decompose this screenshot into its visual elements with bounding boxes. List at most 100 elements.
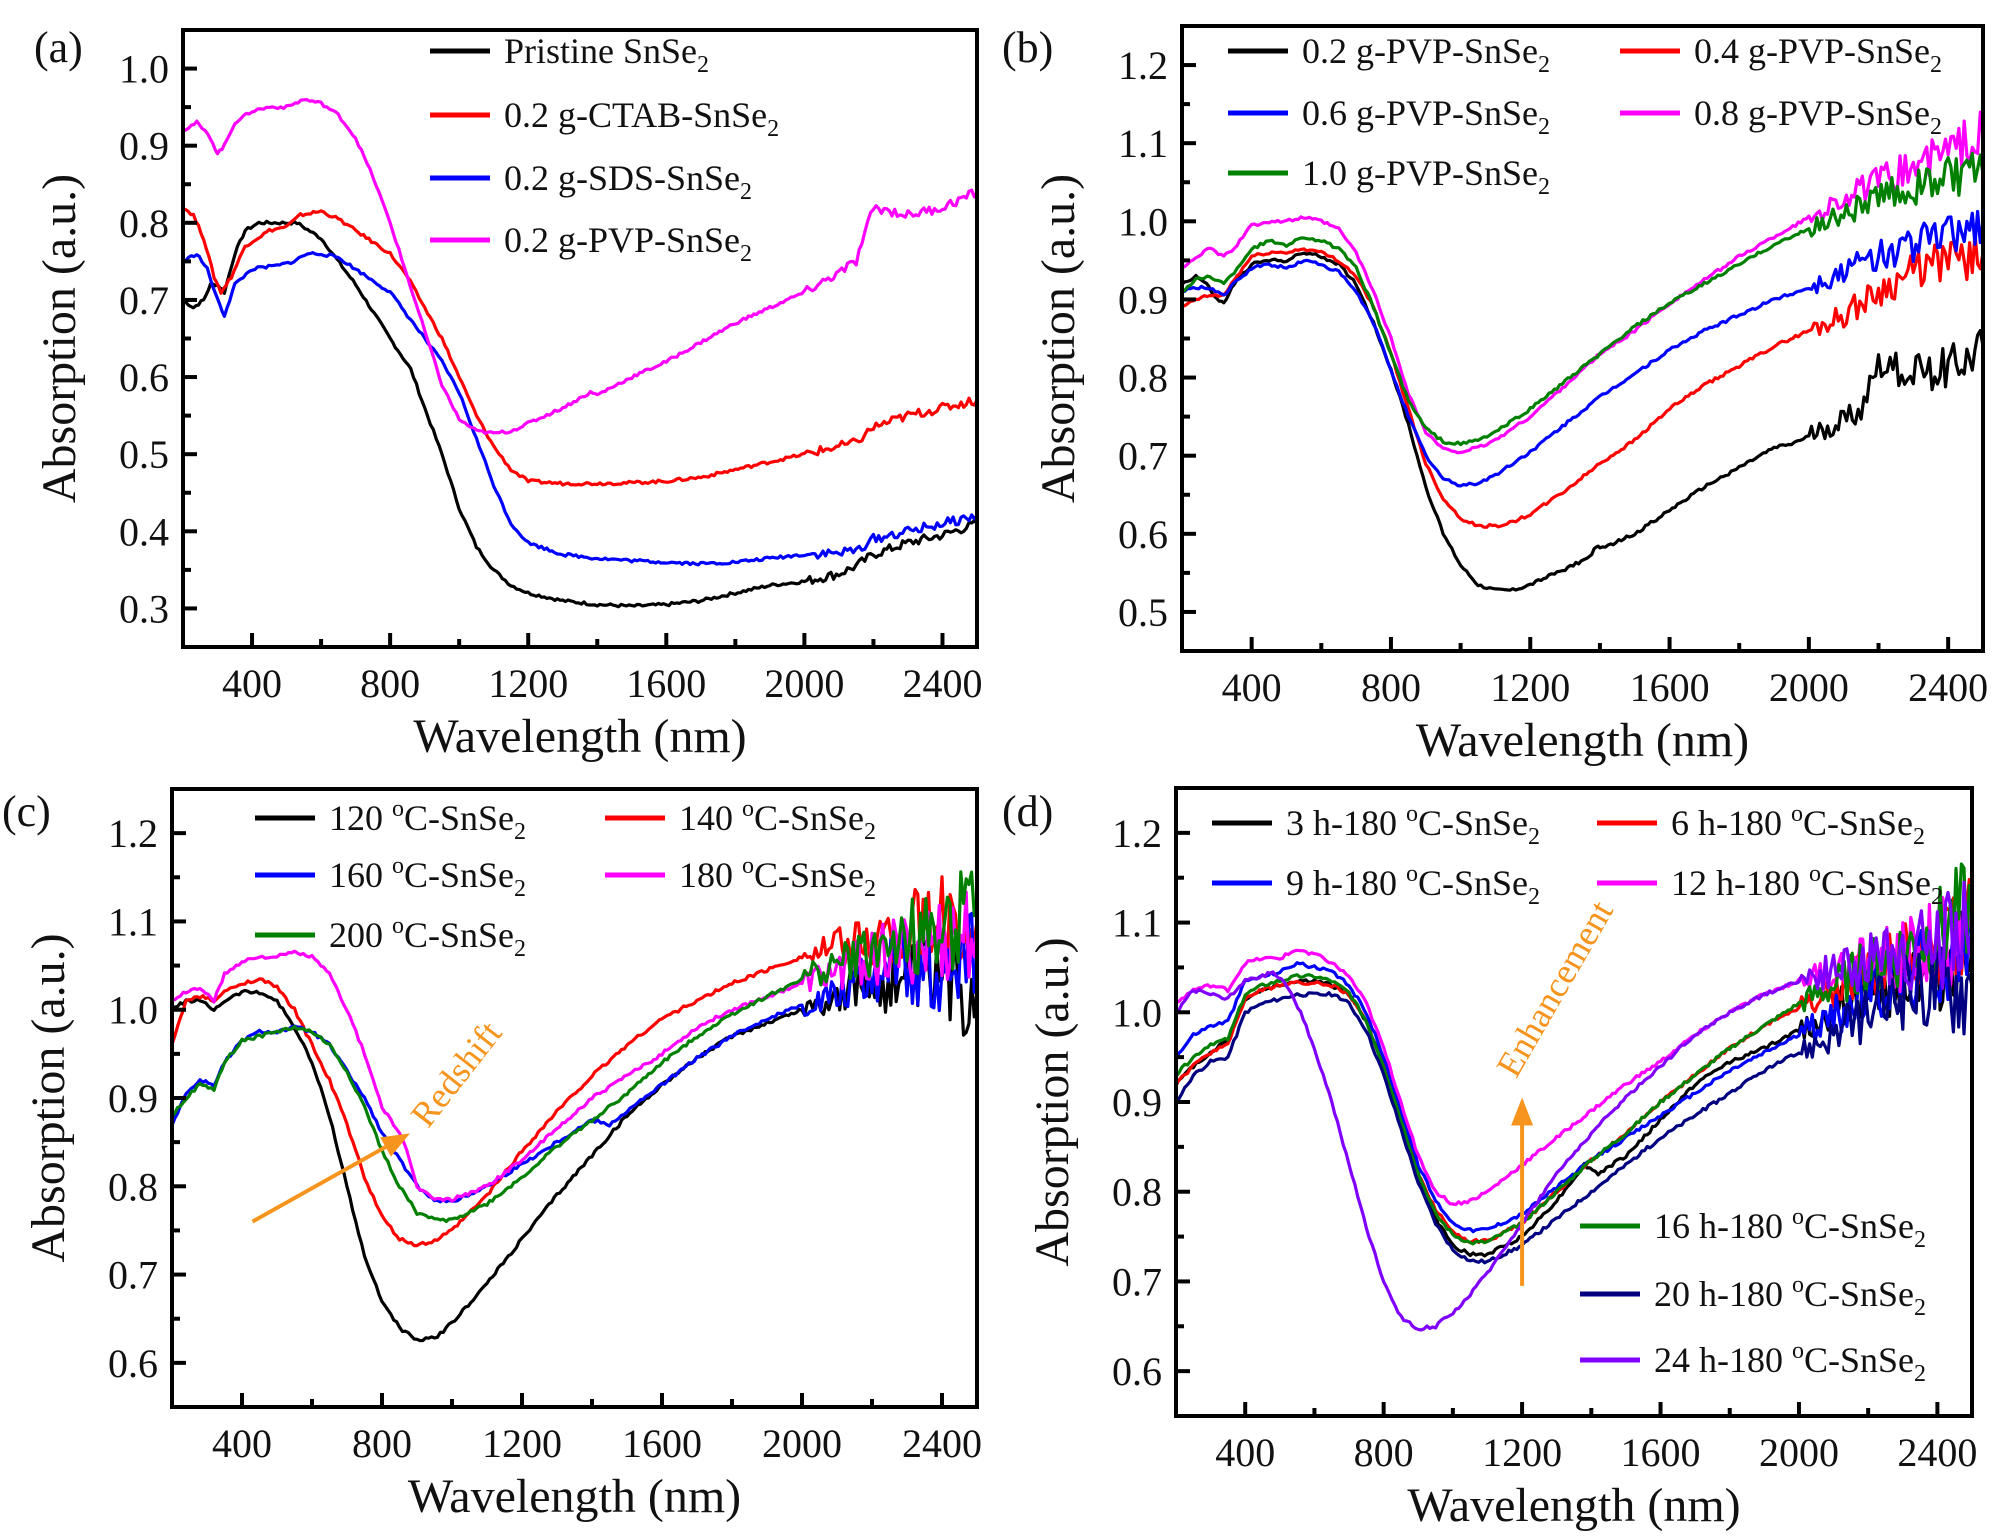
y-tick-label: 0.7 bbox=[119, 278, 169, 323]
legend: 0.2 g-PVP-SnSe2 0.4 g-PVP-SnSe2 0.6 g-PVP-… bbox=[1228, 31, 1942, 200]
legend-item: 120 oC-SnSe2 bbox=[255, 796, 526, 845]
legend-item: 140 oC-SnSe2 bbox=[605, 796, 876, 845]
x-tick-label: 1200 bbox=[482, 1421, 562, 1466]
legend-item: 6 h-180 oC-SnSe2 bbox=[1597, 801, 1925, 850]
x-axis-title: Wavelength (nm) bbox=[408, 1470, 741, 1523]
legend-item: 0.2 g-PVP-SnSe2 bbox=[430, 220, 752, 267]
y-tick-label: 1.2 bbox=[1118, 43, 1168, 88]
legend-label: 120 oC-SnSe2 bbox=[329, 796, 526, 845]
legend-item: 0.2 g-PVP-SnSe2 bbox=[1228, 31, 1550, 78]
legend-item: 12 h-180 oC-SnSe2 bbox=[1597, 861, 1943, 910]
series-line bbox=[1182, 231, 1983, 529]
x-tick-label: 2400 bbox=[1897, 1430, 1977, 1475]
legend-label: 20 h-180 oC-SnSe2 bbox=[1654, 1272, 1926, 1321]
series-line bbox=[172, 875, 977, 1248]
x-tick-label: 2400 bbox=[1908, 665, 1988, 710]
x-tick-label: 800 bbox=[1354, 1430, 1414, 1475]
legend-label: 3 h-180 oC-SnSe2 bbox=[1286, 801, 1540, 850]
arrow-shaft bbox=[251, 1145, 387, 1224]
y-axis-title: Absorption (a.u.) bbox=[33, 174, 86, 503]
series-group bbox=[1182, 110, 1983, 592]
panel-a: 400 800 1200 1600 2000 2400 0.3 0.4 0.5 0.6 0.7 0.8… bbox=[33, 23, 982, 763]
legend-item: 160 oC-SnSe2 bbox=[255, 853, 526, 902]
y-axis-title: Absorption (a.u.) bbox=[1026, 937, 1079, 1266]
annotation-text: Enhancement bbox=[1488, 894, 1621, 1084]
series-line bbox=[172, 870, 977, 1224]
panel-label: (d) bbox=[1002, 787, 1053, 836]
legend-label: 160 oC-SnSe2 bbox=[329, 853, 526, 902]
series-line bbox=[183, 98, 977, 435]
x-tick-label: 800 bbox=[1361, 665, 1421, 710]
x-tick-label: 2000 bbox=[1759, 1430, 1839, 1475]
legend-label: 140 oC-SnSe2 bbox=[679, 796, 876, 845]
x-tick-label: 2000 bbox=[762, 1421, 842, 1466]
y-tick-label: 1.1 bbox=[108, 899, 158, 944]
series-line bbox=[172, 890, 977, 1203]
legend-label: 0.8 g-PVP-SnSe2 bbox=[1694, 93, 1942, 140]
legend-label: 16 h-180 oC-SnSe2 bbox=[1654, 1204, 1926, 1253]
y-tick-label: 1.0 bbox=[1118, 199, 1168, 244]
series-line bbox=[1182, 151, 1983, 447]
legend-label: 0.2 g-PVP-SnSe2 bbox=[504, 220, 752, 267]
legend-label: 180 oC-SnSe2 bbox=[679, 853, 876, 902]
series-group bbox=[1176, 862, 1972, 1332]
x-tick-label: 800 bbox=[360, 661, 420, 706]
legend-item: 1.0 g-PVP-SnSe2 bbox=[1228, 153, 1550, 200]
x-tick-label: 1200 bbox=[488, 661, 568, 706]
legend-label: 24 h-180 oC-SnSe2 bbox=[1654, 1338, 1926, 1387]
series-group bbox=[183, 98, 977, 609]
legend-item: 0.6 g-PVP-SnSe2 bbox=[1228, 93, 1550, 140]
legend-item: 16 h-180 oC-SnSe2 bbox=[1580, 1204, 1926, 1253]
legend-item: 24 h-180 oC-SnSe2 bbox=[1580, 1338, 1926, 1387]
legend-label: 1.0 g-PVP-SnSe2 bbox=[1302, 153, 1550, 200]
y-tick-label: 0.5 bbox=[1118, 590, 1168, 635]
legend: Pristine SnSe2 0.2 g-CTAB-SnSe2 0.2 g-SDS-… bbox=[430, 31, 779, 267]
legend-item: Pristine SnSe2 bbox=[430, 31, 709, 78]
y-tick-label: 0.7 bbox=[1118, 434, 1168, 479]
x-tick-label: 400 bbox=[222, 661, 282, 706]
x-tick-label: 2400 bbox=[902, 661, 982, 706]
x-tick-label: 400 bbox=[1222, 665, 1282, 710]
arrow-head bbox=[380, 1133, 410, 1157]
x-tick-label: 1600 bbox=[622, 1421, 702, 1466]
panel-c: 400 800 1200 1600 2000 2400 0.6 0.7 0.8 0.9 1.0 1.1… bbox=[2, 787, 982, 1523]
panel-b: 400 800 1200 1600 2000 2400 0.5 0.6 0.7 0.8 0.9 1.0… bbox=[1002, 23, 1988, 767]
series-group bbox=[172, 870, 977, 1343]
legend-label: 200 oC-SnSe2 bbox=[329, 913, 526, 962]
legend-label: Pristine SnSe2 bbox=[504, 31, 709, 78]
y-tick-label: 0.8 bbox=[119, 201, 169, 246]
y-tick-label: 0.7 bbox=[1112, 1259, 1162, 1304]
y-axis-title: Absorption (a.u.) bbox=[22, 933, 75, 1262]
x-tick-label: 2000 bbox=[1769, 665, 1849, 710]
legend: 3 h-180 oC-SnSe2 6 h-180 oC-SnSe2 9 h-180 … bbox=[1212, 801, 1943, 1387]
legend-item: 0.4 g-PVP-SnSe2 bbox=[1620, 31, 1942, 78]
y-tick-label: 0.8 bbox=[108, 1164, 158, 1209]
series-line bbox=[1176, 945, 1972, 1265]
y-tick-label: 0.5 bbox=[119, 432, 169, 477]
y-tick-label: 1.0 bbox=[119, 47, 169, 92]
y-tick-label: 0.6 bbox=[119, 355, 169, 400]
legend-label: 9 h-180 oC-SnSe2 bbox=[1286, 861, 1540, 910]
y-tick-label: 0.9 bbox=[108, 1076, 158, 1121]
series-line bbox=[1176, 880, 1972, 1332]
y-tick-label: 1.2 bbox=[1112, 811, 1162, 856]
y-tick-label: 0.9 bbox=[119, 124, 169, 169]
x-axis-title: Wavelength (nm) bbox=[413, 710, 746, 763]
legend-item: 0.2 g-CTAB-SnSe2 bbox=[430, 95, 779, 142]
x-axis-title: Wavelength (nm) bbox=[1407, 1479, 1740, 1532]
legend-item: 180 oC-SnSe2 bbox=[605, 853, 876, 902]
y-tick-label: 0.7 bbox=[108, 1253, 158, 1298]
legend-item: 20 h-180 oC-SnSe2 bbox=[1580, 1272, 1926, 1321]
x-tick-label: 400 bbox=[1215, 1430, 1275, 1475]
x-tick-label: 2000 bbox=[764, 661, 844, 706]
series-line bbox=[1182, 209, 1983, 488]
y-tick-label: 0.8 bbox=[1118, 356, 1168, 401]
panel-label: (c) bbox=[2, 787, 51, 836]
x-tick-label: 1200 bbox=[1482, 1430, 1562, 1475]
panel-label: (a) bbox=[34, 23, 83, 72]
x-tick-label: 400 bbox=[212, 1421, 272, 1466]
legend-item: 200 oC-SnSe2 bbox=[255, 913, 526, 962]
legend-label: 0.2 g-CTAB-SnSe2 bbox=[504, 95, 779, 142]
series-line bbox=[183, 219, 977, 609]
